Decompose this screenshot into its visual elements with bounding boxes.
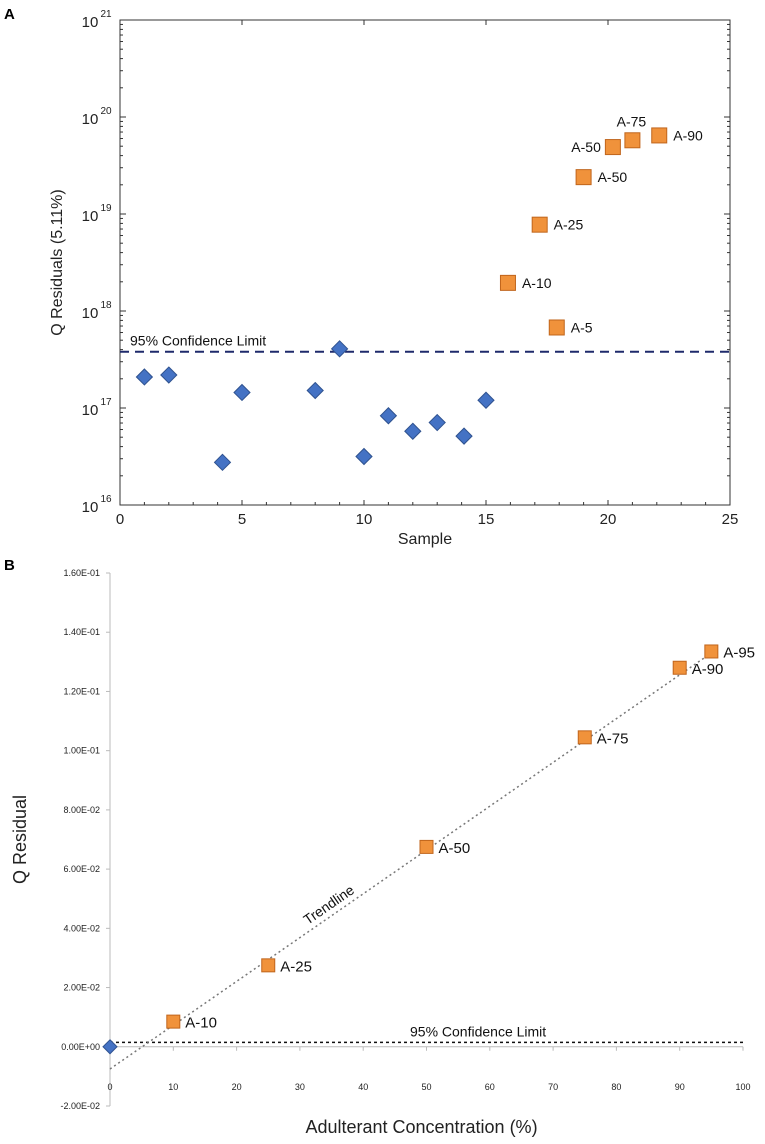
plot-a-y-tick-label: 10: [82, 111, 99, 128]
plot-b-x-tick-label: 10: [168, 1082, 178, 1092]
plot-b-x-tick-label: 60: [485, 1082, 495, 1092]
plot-a-point-label: A-90: [673, 127, 703, 143]
plot-a-authentic-point: [379, 407, 398, 425]
plot-a-frame: [119, 19, 731, 506]
plot-a-y-tick-label: 10: [82, 14, 99, 31]
plot-a-y-axis-label: Q Residuals (5.11%): [49, 189, 66, 335]
plot-a-x-tick-label: 20: [600, 511, 617, 528]
plot-a-point-label: A-50: [598, 169, 628, 185]
plot-a-authentic-point: [355, 447, 373, 466]
plot-b-x-tick-label: 30: [295, 1082, 305, 1092]
plot-a-x-tick-label: 5: [238, 511, 246, 528]
plot-b-y-tick-label: 1.60E-01: [63, 568, 100, 578]
plot-b-x-tick-label: 50: [421, 1082, 431, 1092]
plot-a-authentic-point: [455, 427, 473, 445]
plot-b-y-tick-label: 1.00E-01: [63, 746, 100, 756]
plot-a-point-label: A-75: [617, 113, 647, 129]
plot-b-adulterated-point: [704, 644, 719, 659]
plot-a-authentic-point: [404, 422, 422, 440]
plot-a-y-tick-label: 10: [82, 305, 99, 322]
plot-b-y-tick-label: 0.00E+00: [61, 1042, 100, 1052]
plot-a-adulterated-point: [531, 216, 548, 233]
plot-b-y-axis-label: Q Residual: [10, 795, 30, 884]
plot-a-authentic-point: [233, 383, 251, 402]
plot-a-authentic-point: [160, 366, 178, 384]
plot-b-adulterated-point: [261, 958, 276, 973]
plot-a-authentic-point: [428, 413, 446, 432]
plot-a-authentic-point: [213, 453, 232, 472]
plot-a-authentic-point: [477, 391, 495, 409]
plot-a-y-tick-label: 10: [82, 402, 99, 419]
plot-b-trendline: [109, 652, 712, 1070]
plot-a-x-tick-label: 10: [356, 511, 373, 528]
plot-b-point-label: A-95: [723, 644, 755, 661]
plot-b-x-tick-label: 90: [675, 1082, 685, 1092]
plot-b-x-tick-label: 70: [548, 1082, 558, 1092]
plot-a-authentic-point: [306, 381, 324, 400]
plot-b-point-label: A-25: [280, 958, 312, 975]
plot-a-adulterated-point: [604, 139, 621, 156]
plot-b-adulterated-point: [577, 730, 592, 745]
plot-a-x-tick-label: 0: [116, 511, 124, 528]
plot-b-x-axis-label: Adulterant Concentration (%): [305, 1117, 537, 1137]
plot-a-point-label: A-10: [522, 275, 552, 291]
plot-a-point-label: A-5: [571, 319, 593, 335]
plot-b-x-tick-label: 0: [107, 1082, 112, 1092]
plot-b-adulterated-point: [166, 1014, 181, 1029]
plot-a-x-tick-label: 15: [478, 511, 495, 528]
plot-b-point-label: A-75: [597, 730, 629, 747]
plot-b-y-tick-label: 2.00E-02: [63, 983, 100, 993]
plot-a-y-tick-exponent: 20: [100, 106, 112, 117]
plot-a-adulterated-point: [624, 132, 641, 149]
plot-b-trendline-label: Trendline: [300, 881, 357, 927]
plot-b-y-tick-label: 6.00E-02: [63, 864, 100, 874]
panel-b-letter: B: [4, 557, 15, 574]
plot-b-y-tick-label: -2.00E-02: [60, 1101, 100, 1111]
plot-a-authentic-point: [330, 340, 349, 358]
plot-a-point-label: A-25: [554, 217, 584, 233]
plot-a-y-tick-exponent: 17: [100, 397, 112, 408]
plot-b-x-tick-label: 80: [611, 1082, 621, 1092]
plot-a-adulterated-point: [548, 319, 565, 336]
plot-b-x-tick-label: 40: [358, 1082, 368, 1092]
plot-a-y-tick-label: 10: [82, 208, 99, 225]
plot-b-point-label: A-50: [439, 840, 471, 857]
plot-a-y-tick-exponent: 16: [100, 494, 112, 505]
plot-a-x-tick-label: 25: [722, 511, 739, 528]
plot-a-adulterated-point: [499, 274, 516, 291]
plot-a-confidence-label: 95% Confidence Limit: [130, 333, 266, 349]
plot-a-y-tick-exponent: 19: [100, 203, 112, 214]
plot-b-x-tick-label: 20: [232, 1082, 242, 1092]
plot-b-y-tick-label: 4.00E-02: [63, 923, 100, 933]
plot-a-adulterated-point: [651, 127, 668, 144]
plot-b-adulterated-point: [419, 839, 434, 854]
plot-b-confidence-label: 95% Confidence Limit: [410, 1023, 546, 1039]
plot-b-point-label: A-10: [185, 1015, 217, 1032]
plot-a-y-tick-exponent: 21: [100, 9, 112, 20]
plot-a-authentic-point: [135, 368, 154, 386]
plot-a-adulterated-point: [575, 169, 592, 186]
plot-b-y-tick-label: 1.20E-01: [63, 686, 100, 696]
plot-b-x-tick-label: 100: [735, 1082, 750, 1092]
plot-a-x-axis-label: Sample: [398, 531, 452, 548]
plot-a-y-tick-exponent: 18: [100, 300, 112, 311]
plot-b-y-tick-label: 8.00E-02: [63, 805, 100, 815]
plot-a-y-tick-label: 10: [82, 499, 99, 516]
plot-b-y-tick-label: 1.40E-01: [63, 627, 100, 637]
plot-b-point-label: A-90: [692, 661, 724, 678]
panel-a-letter: A: [4, 6, 15, 23]
plot-b-authentic-point: [102, 1039, 118, 1055]
plot-b-adulterated-point: [672, 660, 687, 675]
plot-a-point-label: A-50: [571, 139, 601, 155]
